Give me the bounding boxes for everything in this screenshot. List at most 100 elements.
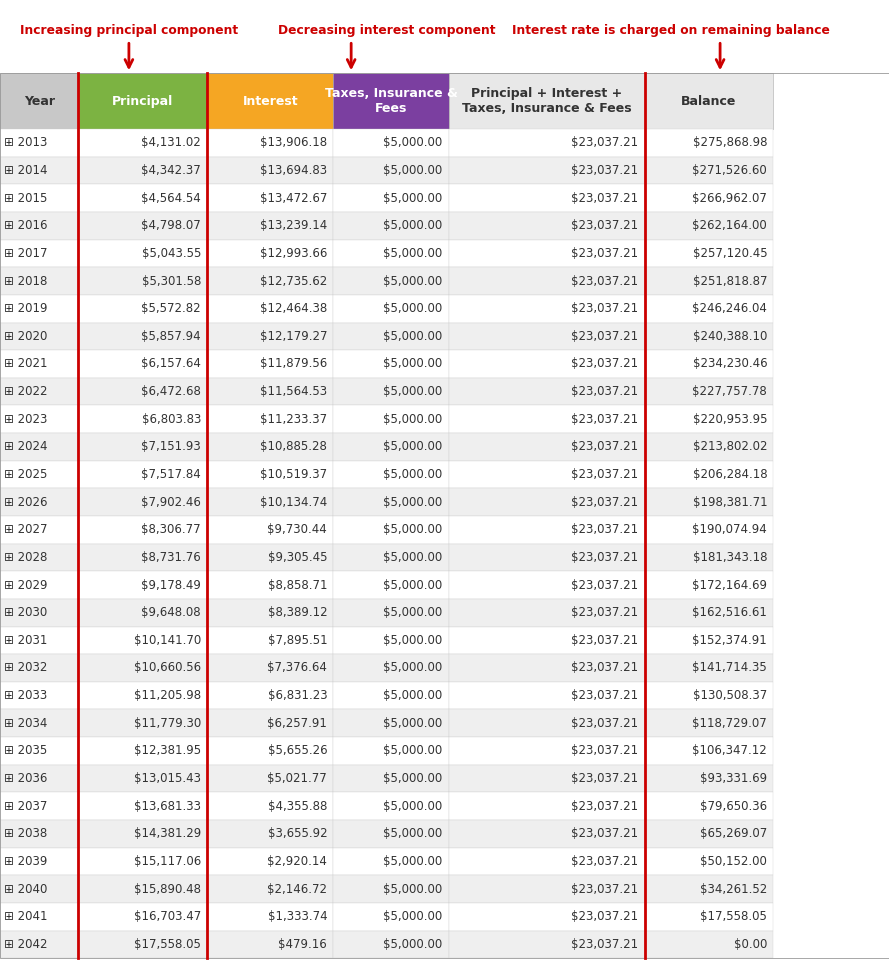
Bar	[645, 903, 773, 930]
Text: ⊞ 2020: ⊞ 2020	[4, 330, 47, 343]
Bar	[333, 73, 449, 129]
Bar	[207, 184, 333, 212]
Text: $141,714.35: $141,714.35	[693, 662, 767, 674]
Bar	[0, 351, 78, 377]
Text: ⊞ 2015: ⊞ 2015	[4, 192, 47, 204]
Bar	[0, 571, 78, 599]
Bar	[449, 212, 645, 240]
Bar	[449, 654, 645, 682]
Bar	[333, 157, 449, 184]
Bar	[78, 599, 207, 627]
Bar	[78, 323, 207, 351]
Bar	[333, 323, 449, 351]
Bar	[78, 184, 207, 212]
Text: $34,261.52: $34,261.52	[700, 883, 767, 896]
Text: $5,000.00: $5,000.00	[383, 690, 443, 702]
Bar	[333, 267, 449, 295]
Text: $5,000.00: $5,000.00	[383, 247, 443, 260]
Text: $23,037.21: $23,037.21	[571, 772, 638, 785]
Text: $5,000.00: $5,000.00	[383, 330, 443, 343]
Text: $220,953.95: $220,953.95	[693, 413, 767, 426]
Bar	[449, 903, 645, 930]
Bar	[449, 295, 645, 323]
Text: ⊞ 2028: ⊞ 2028	[4, 551, 47, 564]
Bar	[645, 516, 773, 543]
Bar	[78, 710, 207, 737]
Bar	[207, 377, 333, 405]
Bar	[333, 488, 449, 516]
Bar	[78, 627, 207, 654]
Text: $50,152.00: $50,152.00	[701, 855, 767, 868]
Bar	[78, 654, 207, 682]
Bar	[449, 488, 645, 516]
Text: $65,269.07: $65,269.07	[700, 827, 767, 841]
Bar	[645, 184, 773, 212]
Bar	[207, 571, 333, 599]
Text: $23,037.21: $23,037.21	[571, 274, 638, 288]
Text: $5,000.00: $5,000.00	[383, 855, 443, 868]
Bar	[207, 240, 333, 267]
Text: $479.16: $479.16	[278, 938, 327, 950]
Bar	[449, 73, 645, 129]
Bar	[0, 157, 78, 184]
Bar	[449, 377, 645, 405]
Text: ⊞ 2014: ⊞ 2014	[4, 164, 47, 177]
Bar	[207, 460, 333, 488]
Bar	[207, 599, 333, 627]
Text: $5,000.00: $5,000.00	[383, 634, 443, 647]
Bar	[645, 599, 773, 627]
Text: $7,376.64: $7,376.64	[268, 662, 327, 674]
Text: ⊞ 2041: ⊞ 2041	[4, 910, 47, 924]
Bar	[207, 903, 333, 930]
Bar	[333, 903, 449, 930]
Text: $12,381.95: $12,381.95	[133, 744, 201, 757]
Text: $14,381.29: $14,381.29	[133, 827, 201, 841]
Bar	[333, 433, 449, 460]
Bar	[78, 682, 207, 710]
Bar	[0, 240, 78, 267]
Bar	[207, 323, 333, 351]
Bar	[645, 295, 773, 323]
Bar	[645, 682, 773, 710]
Bar	[0, 323, 78, 351]
Text: $5,000.00: $5,000.00	[383, 579, 443, 591]
Bar	[333, 710, 449, 737]
Text: $11,564.53: $11,564.53	[260, 385, 327, 398]
Bar	[449, 875, 645, 903]
Text: $23,037.21: $23,037.21	[571, 938, 638, 950]
Text: $5,000.00: $5,000.00	[383, 274, 443, 288]
Bar	[333, 543, 449, 571]
Bar	[0, 599, 78, 627]
Text: $5,000.00: $5,000.00	[383, 716, 443, 730]
Bar	[207, 543, 333, 571]
Text: $5,000.00: $5,000.00	[383, 799, 443, 813]
Bar	[645, 571, 773, 599]
Text: $4,342.37: $4,342.37	[141, 164, 201, 177]
Text: $11,779.30: $11,779.30	[133, 716, 201, 730]
Bar	[449, 847, 645, 875]
Bar	[0, 267, 78, 295]
Text: $23,037.21: $23,037.21	[571, 744, 638, 757]
Bar	[0, 737, 78, 765]
Text: Interest rate is charged on remaining balance: Interest rate is charged on remaining ba…	[512, 24, 830, 37]
Text: $23,037.21: $23,037.21	[571, 468, 638, 481]
Text: $5,021.77: $5,021.77	[268, 772, 327, 785]
Text: $4,564.54: $4,564.54	[141, 192, 201, 204]
Text: $5,572.82: $5,572.82	[141, 302, 201, 315]
Text: $23,037.21: $23,037.21	[571, 440, 638, 454]
Bar	[645, 543, 773, 571]
Bar	[0, 765, 78, 793]
Text: $5,000.00: $5,000.00	[383, 883, 443, 896]
Text: $15,890.48: $15,890.48	[134, 883, 201, 896]
Bar	[0, 184, 78, 212]
Bar	[449, 682, 645, 710]
Text: ⊞ 2021: ⊞ 2021	[4, 357, 47, 371]
Text: $271,526.60: $271,526.60	[693, 164, 767, 177]
Bar	[207, 516, 333, 543]
Bar	[0, 488, 78, 516]
Text: $266,962.07: $266,962.07	[693, 192, 767, 204]
Text: $5,000.00: $5,000.00	[383, 440, 443, 454]
Text: Principal + Interest +
Taxes, Insurance & Fees: Principal + Interest + Taxes, Insurance …	[462, 87, 631, 116]
Text: $13,015.43: $13,015.43	[134, 772, 201, 785]
Text: $23,037.21: $23,037.21	[571, 827, 638, 841]
